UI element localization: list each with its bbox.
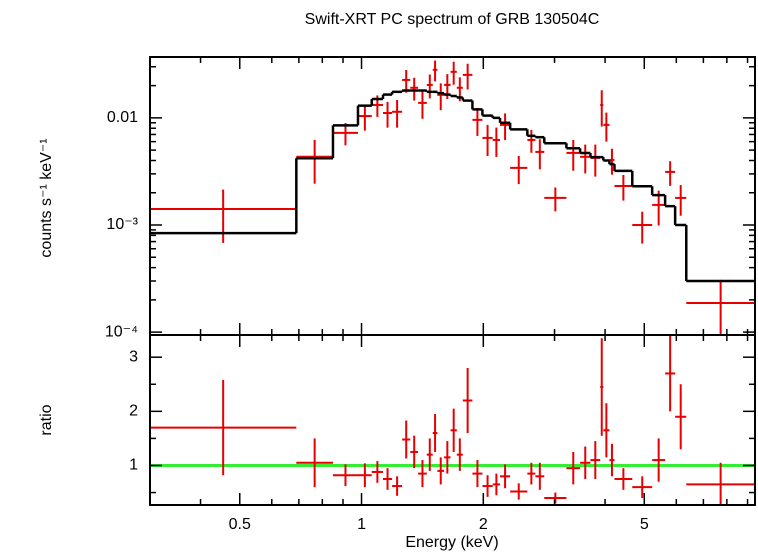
x-axis-label: Energy (keV) [405,534,498,551]
y-tick-label: 10⁻⁴ [105,323,138,340]
x-tick-label: 0.5 [229,516,251,533]
y-axis-label: ratio [38,404,55,435]
y-tick-label: 2 [129,403,138,420]
panel-frame [149,334,756,506]
y-tick-label: 10⁻³ [106,216,138,233]
y-axis-label: counts s⁻¹ keV⁻¹ [38,138,55,257]
chart-title: Swift-XRT PC spectrum of GRB 130504C [305,11,600,28]
x-tick-label: 2 [479,516,488,533]
plot-area [150,60,755,335]
x-tick-label: 1 [357,516,366,533]
y-tick-label: 3 [129,348,138,365]
x-tick-label: 5 [640,516,649,533]
plot-area [150,335,755,505]
y-tick-label: 0.01 [107,109,138,126]
y-tick-label: 1 [129,457,138,474]
